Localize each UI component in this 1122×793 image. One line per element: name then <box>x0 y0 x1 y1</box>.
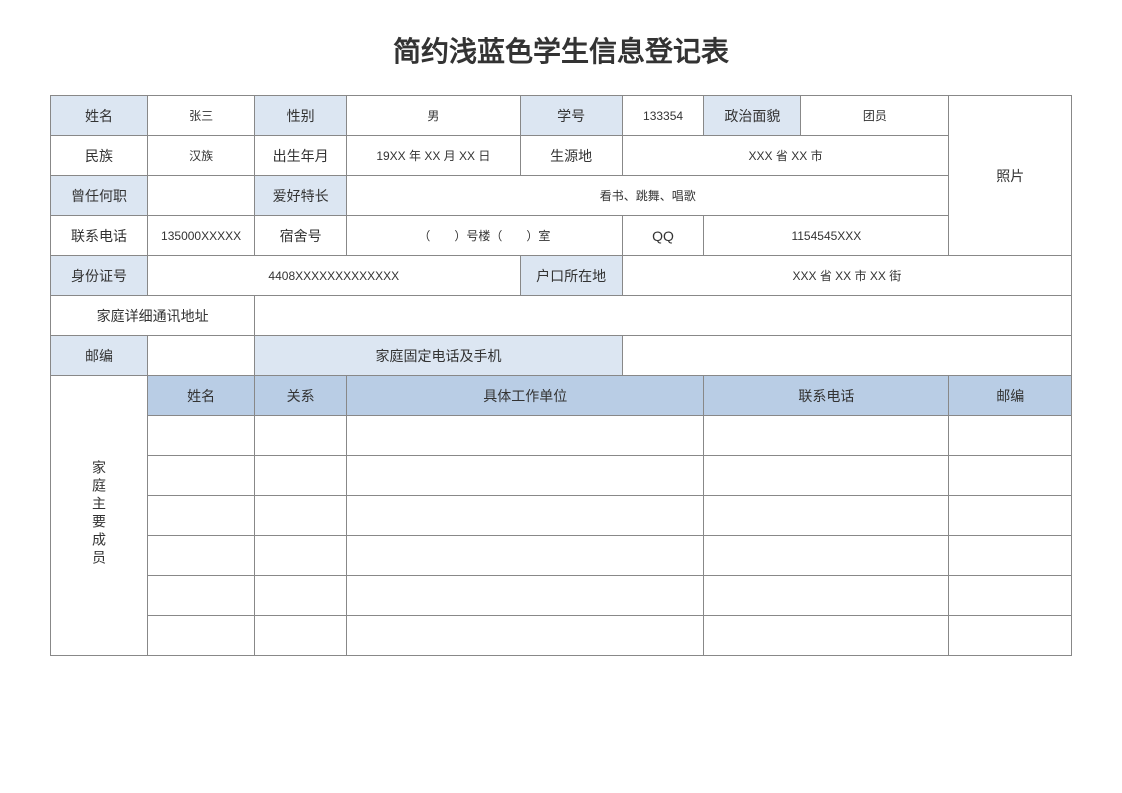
family-members-text: 家庭主要成员 <box>89 460 109 568</box>
value-dorm: （ ）号楼（ ）室 <box>347 216 623 256</box>
family-row-cell <box>347 536 704 576</box>
family-row-cell <box>949 496 1072 536</box>
label-home-phone: 家庭固定电话及手机 <box>255 336 623 376</box>
value-name: 张三 <box>147 96 254 136</box>
family-row-cell <box>704 616 949 656</box>
family-col-workunit: 具体工作单位 <box>347 376 704 416</box>
family-row-cell <box>949 536 1072 576</box>
family-row-cell <box>255 456 347 496</box>
value-id-number: 4408XXXXXXXXXXXXX <box>147 256 520 296</box>
page-title: 简约浅蓝色学生信息登记表 <box>50 30 1072 70</box>
value-student-id: 133354 <box>622 96 704 136</box>
label-origin: 生源地 <box>520 136 622 176</box>
family-row-cell <box>704 576 949 616</box>
label-phone: 联系电话 <box>51 216 148 256</box>
value-hobby: 看书、跳舞、唱歌 <box>347 176 949 216</box>
family-row-cell <box>949 616 1072 656</box>
label-qq: QQ <box>622 216 704 256</box>
label-political: 政治面貌 <box>704 96 801 136</box>
family-col-postcode: 邮编 <box>949 376 1072 416</box>
family-row-cell <box>147 616 254 656</box>
family-row-cell <box>347 456 704 496</box>
label-id-number: 身份证号 <box>51 256 148 296</box>
value-origin: XXX 省 XX 市 <box>622 136 949 176</box>
value-gender: 男 <box>347 96 521 136</box>
label-gender: 性别 <box>255 96 347 136</box>
label-student-id: 学号 <box>520 96 622 136</box>
family-row-cell <box>147 416 254 456</box>
family-row-cell <box>704 536 949 576</box>
label-name: 姓名 <box>51 96 148 136</box>
family-row-cell <box>704 496 949 536</box>
family-row-cell <box>255 536 347 576</box>
label-home-address: 家庭详细通讯地址 <box>51 296 255 336</box>
family-row-cell <box>147 456 254 496</box>
label-birth: 出生年月 <box>255 136 347 176</box>
value-home-phone <box>622 336 1071 376</box>
label-prev-position: 曾任何职 <box>51 176 148 216</box>
family-row-cell <box>347 576 704 616</box>
label-dorm: 宿舍号 <box>255 216 347 256</box>
family-col-name: 姓名 <box>147 376 254 416</box>
family-row-cell <box>255 496 347 536</box>
family-row-cell <box>949 416 1072 456</box>
value-political: 团员 <box>801 96 949 136</box>
value-phone: 135000XXXXX <box>147 216 254 256</box>
family-row-cell <box>255 616 347 656</box>
value-prev-position <box>147 176 254 216</box>
family-row-cell <box>949 576 1072 616</box>
family-row-cell <box>704 456 949 496</box>
student-info-table: 姓名 张三 性别 男 学号 133354 政治面貌 团员 照片 民族 汉族 出生… <box>50 95 1072 656</box>
label-hukou: 户口所在地 <box>520 256 622 296</box>
family-row-cell <box>347 616 704 656</box>
label-ethnicity: 民族 <box>51 136 148 176</box>
family-row-cell <box>949 456 1072 496</box>
value-qq: 1154545XXX <box>704 216 949 256</box>
label-hobby: 爱好特长 <box>255 176 347 216</box>
family-row-cell <box>147 536 254 576</box>
family-row-cell <box>147 576 254 616</box>
value-postcode <box>147 336 254 376</box>
label-family-members: 家庭主要成员 <box>51 376 148 656</box>
family-row-cell <box>347 416 704 456</box>
family-row-cell <box>704 416 949 456</box>
family-row-cell <box>255 416 347 456</box>
value-home-address <box>255 296 1072 336</box>
value-birth: 19XX 年 XX 月 XX 日 <box>347 136 521 176</box>
family-col-phone: 联系电话 <box>704 376 949 416</box>
photo-cell: 照片 <box>949 96 1072 256</box>
label-postcode: 邮编 <box>51 336 148 376</box>
family-row-cell <box>255 576 347 616</box>
value-ethnicity: 汉族 <box>147 136 254 176</box>
family-col-relation: 关系 <box>255 376 347 416</box>
family-row-cell <box>147 496 254 536</box>
value-hukou: XXX 省 XX 市 XX 街 <box>622 256 1071 296</box>
family-row-cell <box>347 496 704 536</box>
